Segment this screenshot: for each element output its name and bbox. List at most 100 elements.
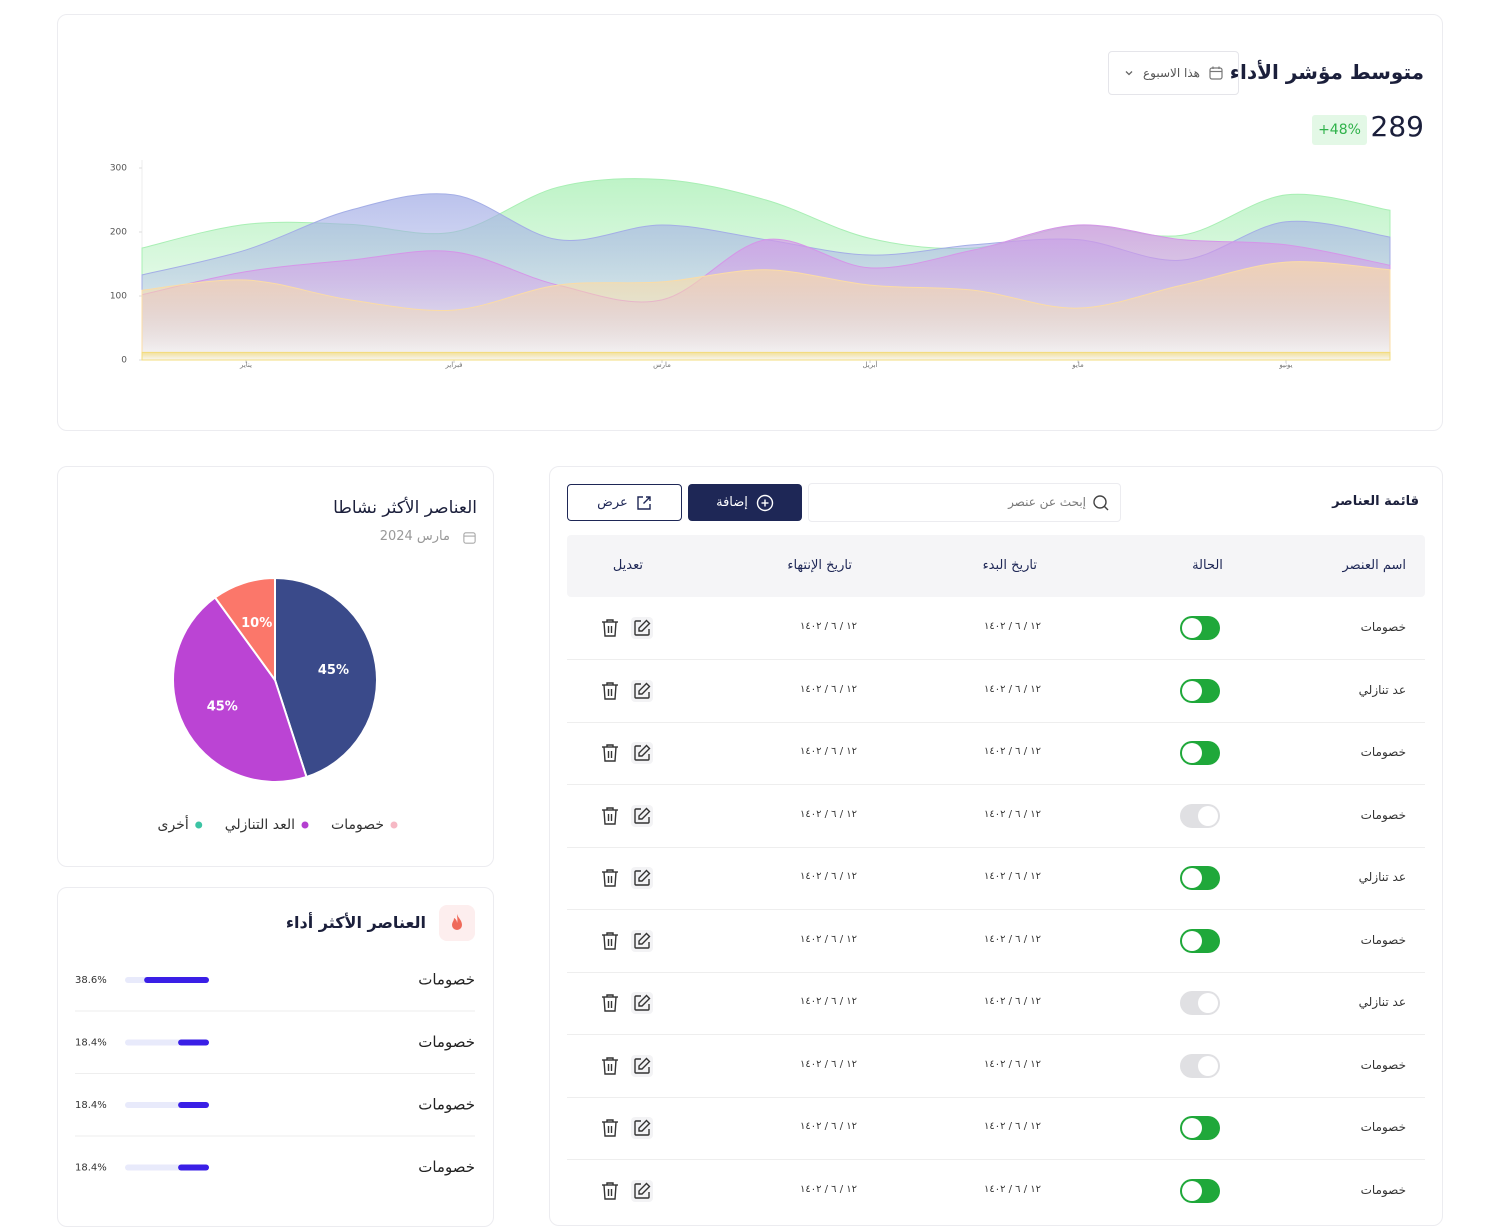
- table-title: قائمة العناصر: [1332, 494, 1419, 509]
- toggle[interactable]: [1180, 678, 1220, 703]
- icon-part: [602, 994, 618, 1012]
- edit-button[interactable]: [631, 929, 653, 952]
- icon-part: [634, 995, 650, 1011]
- view-button[interactable]: عرض: [567, 484, 682, 521]
- toggle[interactable]: [1180, 616, 1220, 640]
- bar-value-label: 38.6%: [75, 975, 107, 986]
- icon-part: [603, 871, 617, 887]
- icon-part: [606, 1056, 614, 1060]
- edit-button[interactable]: [631, 742, 653, 764]
- cell-name: خصومات: [1360, 1182, 1406, 1197]
- delete-button[interactable]: [600, 992, 620, 1014]
- delete-button[interactable]: [600, 1117, 620, 1139]
- icon-part: [602, 806, 618, 825]
- toggle[interactable]: [1180, 1178, 1220, 1203]
- icon-part: [603, 621, 617, 637]
- toggle[interactable]: [1180, 991, 1220, 1015]
- toggle-knob: [1182, 618, 1202, 638]
- toggle[interactable]: [1180, 928, 1220, 953]
- icon-part: [634, 1119, 651, 1136]
- cell-end: ١٢ / ٦ / ١٤٠٢: [799, 621, 858, 632]
- cell-name: خصومات: [1360, 1120, 1406, 1134]
- row-divider: [567, 846, 1425, 848]
- edit-button[interactable]: [631, 1117, 653, 1139]
- icon-part: [634, 744, 651, 761]
- icon-part: [756, 494, 774, 511]
- x-tick-label: أبريل: [862, 360, 877, 369]
- row-divider: [567, 1034, 1425, 1035]
- delete-button[interactable]: [600, 805, 620, 827]
- toggle[interactable]: [1180, 1053, 1220, 1078]
- toggle[interactable]: [1180, 1116, 1220, 1140]
- add-button[interactable]: إضافة: [688, 484, 802, 521]
- toggle[interactable]: [1180, 803, 1220, 828]
- bar-name: خصومات: [418, 971, 475, 989]
- x-tick-label: يونيو: [1278, 361, 1292, 369]
- edit-button[interactable]: [631, 679, 653, 702]
- y-tick-label: 0: [121, 356, 127, 366]
- legend-dot: [195, 821, 203, 829]
- cell-start: ١٢ / ٦ / ١٤٠٢: [983, 621, 1042, 632]
- legend-dot: [301, 821, 309, 829]
- y-tick-label: 300: [110, 164, 127, 174]
- icon-part: [634, 870, 650, 886]
- toggle-knob: [1182, 1118, 1202, 1138]
- icon-part: [638, 744, 651, 757]
- icon-part: [606, 869, 614, 872]
- icon-part: [634, 994, 651, 1011]
- icon-part: [634, 1120, 650, 1136]
- column-header: تاريخ الإنتهاء: [787, 558, 852, 573]
- delete-button[interactable]: [600, 1180, 620, 1202]
- icon-part: [638, 682, 651, 695]
- edit-button[interactable]: [631, 1054, 653, 1077]
- cell-end: ١٢ / ٦ / ١٤٠٢: [799, 683, 858, 695]
- icon-part: [463, 532, 476, 544]
- bar-name: خصومات: [418, 1096, 475, 1114]
- icon-part: [638, 869, 651, 882]
- add-label: إضافة: [716, 495, 748, 510]
- edit-button[interactable]: [631, 867, 653, 889]
- icon-part: [603, 746, 617, 762]
- column-header: تعديل: [612, 558, 643, 573]
- icon-part: [606, 1181, 614, 1185]
- cell-end: ١٢ / ٦ / ١٤٠٢: [799, 933, 858, 945]
- search-box[interactable]: إبحث عن عنصر: [808, 483, 1121, 522]
- cell-end: ١٢ / ٦ / ١٤٠٢: [799, 1183, 858, 1195]
- toggle[interactable]: [1180, 866, 1220, 890]
- cell-end: ١٢ / ٦ / ١٤٠٢: [799, 871, 858, 882]
- icon-part: [638, 619, 651, 632]
- cell-start: ١٢ / ٦ / ١٤٠٢: [983, 746, 1042, 757]
- cell-end: ١٢ / ٦ / ١٤٠٢: [799, 746, 858, 757]
- edit-button[interactable]: [631, 992, 653, 1014]
- icon-part: [603, 684, 617, 700]
- delete-button[interactable]: [600, 930, 620, 952]
- icon-part: [606, 806, 614, 810]
- x-tick-label: يناير: [239, 361, 252, 369]
- bar: [178, 1164, 209, 1171]
- icon-part: [638, 807, 651, 820]
- edit-button[interactable]: [631, 617, 653, 639]
- view-label: عرض: [597, 495, 628, 510]
- icon-part: [756, 494, 774, 511]
- area: [141, 351, 1391, 361]
- edit-button[interactable]: [631, 804, 653, 827]
- edit-button[interactable]: [631, 1179, 653, 1202]
- icon-part: [606, 994, 614, 997]
- column-header: تاريخ البدء: [982, 558, 1037, 573]
- cell-end: ١٢ / ٦ / ١٤٠٢: [799, 996, 858, 1007]
- period-dropdown[interactable]: هذا الاسبوع: [1108, 51, 1239, 95]
- delete-button[interactable]: [600, 617, 620, 639]
- cell-start: ١٢ / ٦ / ١٤٠٢: [983, 933, 1042, 945]
- icon-part: [634, 932, 650, 949]
- toggle[interactable]: [1180, 741, 1220, 765]
- bar-name: خصومات: [418, 1033, 475, 1051]
- icon-part: [606, 744, 614, 747]
- slice-label: 10%: [241, 616, 272, 631]
- delete-button[interactable]: [600, 680, 620, 702]
- icon-part: [602, 681, 618, 700]
- delete-button[interactable]: [600, 742, 620, 764]
- delete-button[interactable]: [600, 1055, 620, 1077]
- delete-button[interactable]: [600, 867, 620, 889]
- toggle-knob: [1182, 680, 1202, 701]
